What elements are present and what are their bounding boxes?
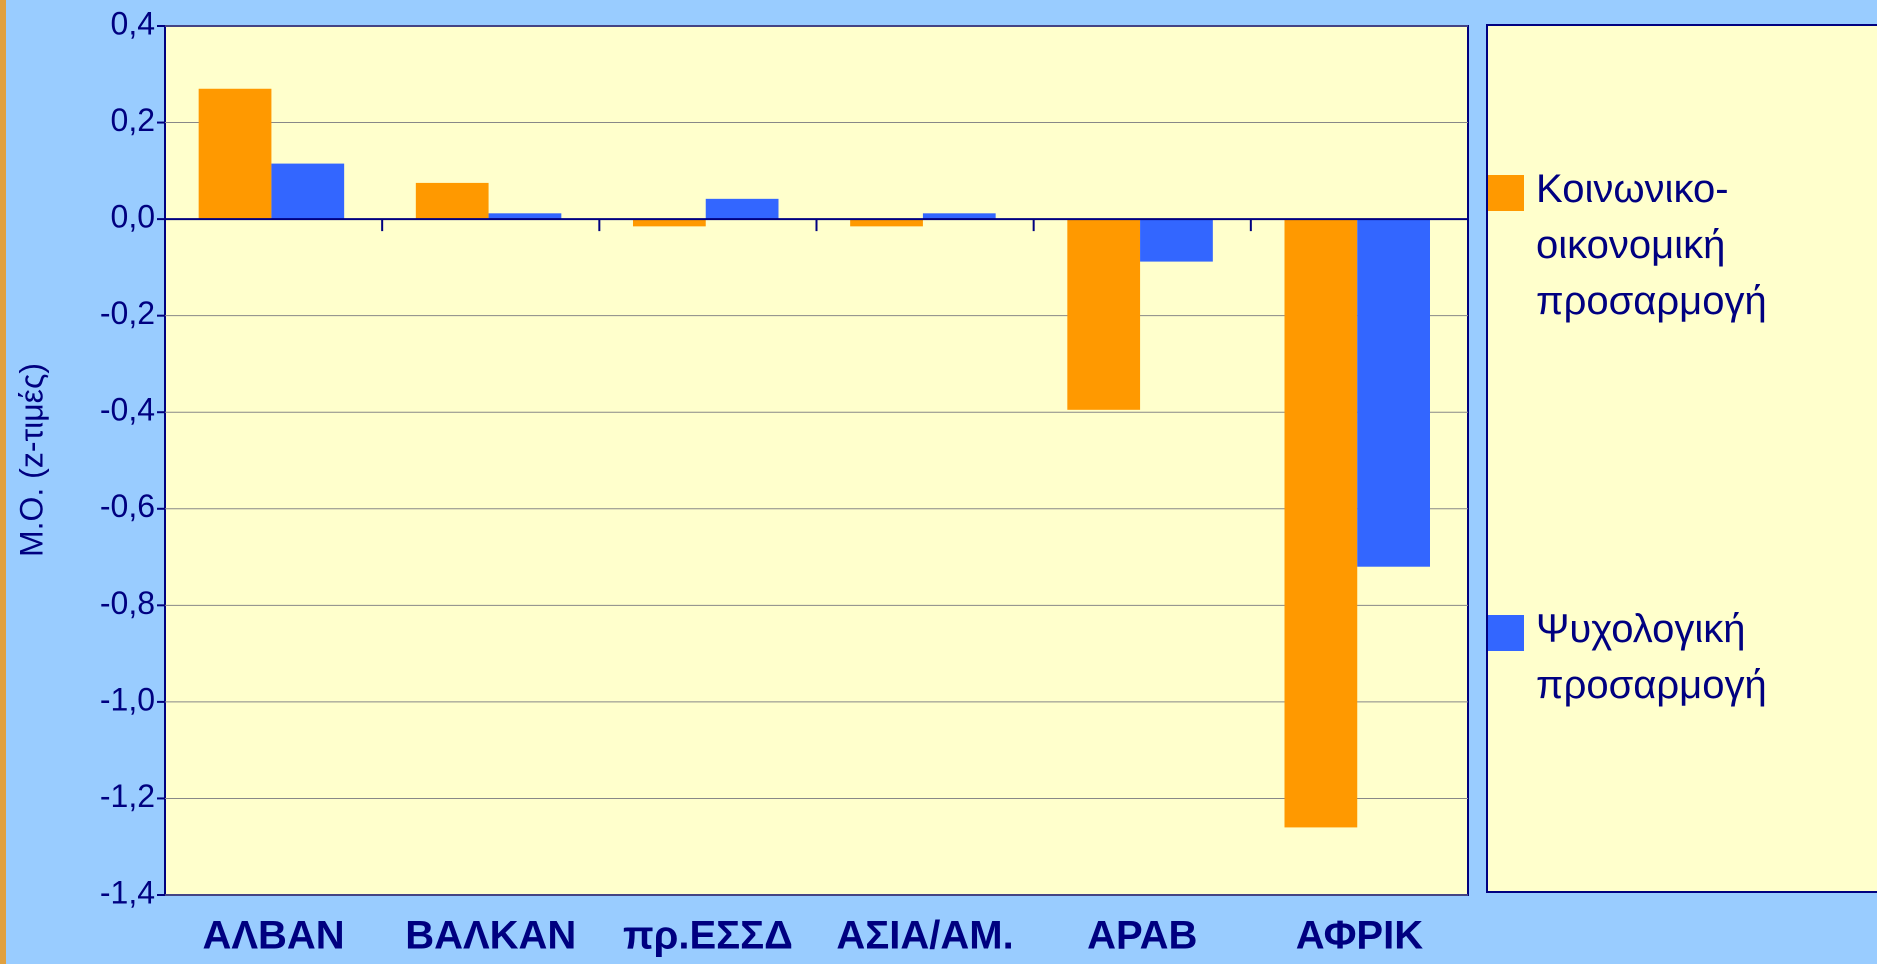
y-tick-label: -0,6	[100, 488, 155, 524]
legend-label: Ψυχολογική προσαρμογή	[1536, 607, 1767, 707]
legend-entry: Κοινωνικο-οικονομική προσαρμογή	[1488, 161, 1816, 329]
y-tick-label: 0,4	[111, 5, 155, 41]
y-tick-label: 0,2	[111, 102, 155, 138]
y-tick-label: -0,2	[100, 295, 155, 331]
x-tick-label: ΑΡΑΒ	[1087, 914, 1197, 958]
bar	[1067, 219, 1141, 410]
bar	[1140, 219, 1213, 262]
x-tick-label: ΒΑΛΚΑΝ	[405, 914, 576, 958]
legend-swatch	[1488, 615, 1524, 651]
y-tick-label: -0,8	[100, 585, 155, 621]
y-tick-label: -1,2	[100, 778, 155, 814]
bar	[705, 198, 779, 220]
y-tick-label: -1,4	[100, 874, 155, 910]
x-tick-label: πρ.ΕΣΣΔ	[623, 914, 793, 958]
bar	[271, 163, 345, 220]
bar	[850, 219, 923, 227]
bar	[488, 213, 562, 220]
bar	[415, 182, 489, 220]
plot-area	[164, 25, 1469, 896]
y-tick-label: -0,4	[100, 392, 155, 428]
legend-entry: Ψυχολογική προσαρμογή	[1488, 601, 1816, 713]
bar	[1284, 219, 1358, 828]
legend-label: Κοινωνικο-οικονομική προσαρμογή	[1536, 167, 1767, 323]
bar	[922, 213, 996, 220]
bar	[1357, 219, 1430, 567]
y-tick-label: -1,0	[100, 681, 155, 717]
legend: Κοινωνικο-οικονομική προσαρμογή Ψυχολογικ…	[1486, 24, 1877, 893]
x-tick-label: ΑΣΙΑ/ΑΜ.	[836, 914, 1013, 958]
x-tick-label: ΑΛΒΑΝ	[202, 914, 344, 958]
x-tick-label: ΑΦΡΙΚ	[1296, 914, 1423, 958]
y-axis-label: Μ.Ο. (z-τιμές)	[13, 363, 49, 557]
y-tick-label: 0,0	[111, 199, 155, 235]
bar	[632, 219, 706, 227]
bar	[198, 88, 272, 220]
edge-strip	[0, 0, 6, 964]
legend-swatch	[1488, 175, 1524, 211]
